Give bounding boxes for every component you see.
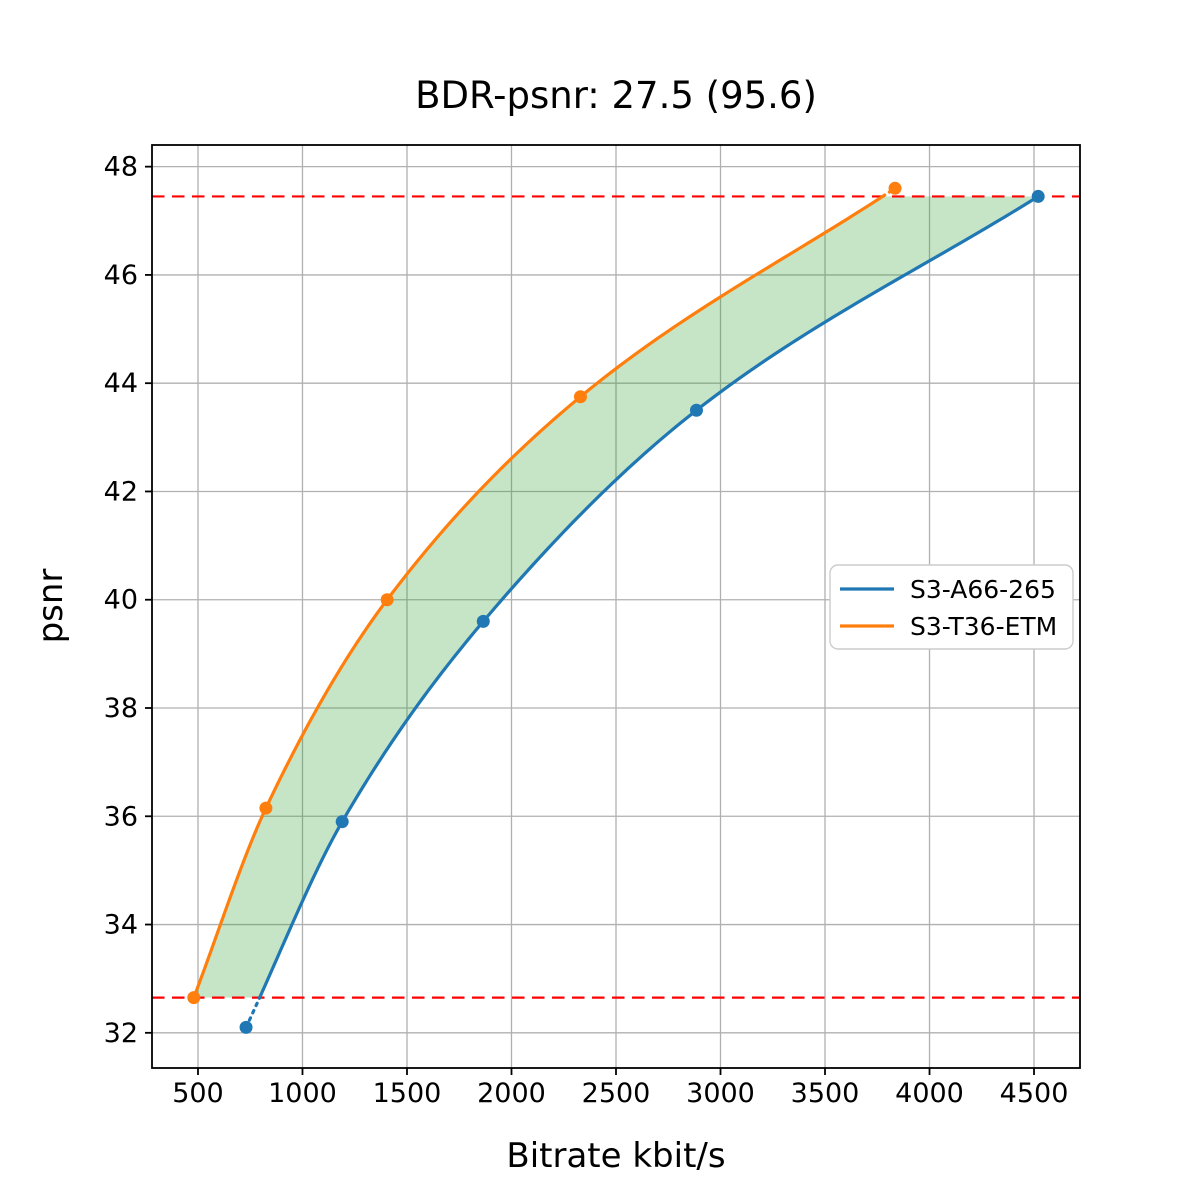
series-s3-a66-265-marker: [1031, 189, 1045, 203]
x-axis-label: Bitrate kbit/s: [506, 1136, 725, 1176]
bd-shaded-region: [193, 196, 1039, 998]
series-s3-a66-265-line: [258, 195, 1040, 999]
x-tick-label: 500: [172, 1078, 224, 1109]
x-tick-label: 3500: [791, 1078, 860, 1109]
x-tick-label: 4500: [1000, 1078, 1069, 1109]
y-tick-label: 36: [104, 801, 138, 832]
series-s3-t36-etm-marker: [259, 801, 273, 815]
x-tick-label: 1500: [373, 1078, 442, 1109]
x-tick-label: 4000: [895, 1078, 964, 1109]
y-tick-label: 48: [104, 152, 138, 183]
y-tick-label: 38: [104, 693, 138, 724]
series-s3-a66-265-marker: [335, 815, 349, 829]
legend-box: [829, 564, 1074, 650]
x-tick-label: 3000: [686, 1078, 755, 1109]
series-s3-a66-265-marker: [689, 403, 703, 417]
legend-label-1: S3-A66-265: [910, 575, 1056, 604]
x-tick-label: 2000: [477, 1078, 546, 1109]
series-s3-t36-etm-marker: [888, 181, 902, 195]
y-tick-label: 34: [104, 910, 138, 941]
legend-label-2: S3-T36-ETM: [910, 612, 1057, 641]
chart-title: BDR-psnr: 27.5 (95.6): [415, 74, 817, 117]
legend-item-2: S3-T36-ETM: [840, 612, 1057, 641]
y-tick-label: 46: [104, 260, 138, 291]
series-s3-t36-etm-marker: [187, 991, 201, 1005]
series-s3-a66-265-extrapolation: [244, 996, 262, 1029]
series-s3-a66-265-marker: [239, 1020, 253, 1034]
series-s3-t36-etm-marker: [380, 593, 394, 607]
x-tick-label: 1000: [268, 1078, 337, 1109]
y-tick-label: 42: [104, 476, 138, 507]
x-tick-label: 2500: [582, 1078, 651, 1109]
y-tick-label: 40: [104, 585, 138, 616]
series-s3-t36-etm-marker: [573, 390, 587, 404]
y-tick-label: 44: [104, 368, 138, 399]
series-s3-a66-265-marker: [476, 614, 490, 628]
legend: S3-A66-265 S3-T36-ETM: [829, 564, 1074, 650]
y-axis-label: psnr: [31, 569, 71, 644]
legend-item-1: S3-A66-265: [840, 575, 1056, 604]
y-tick-label: 32: [104, 1018, 138, 1049]
